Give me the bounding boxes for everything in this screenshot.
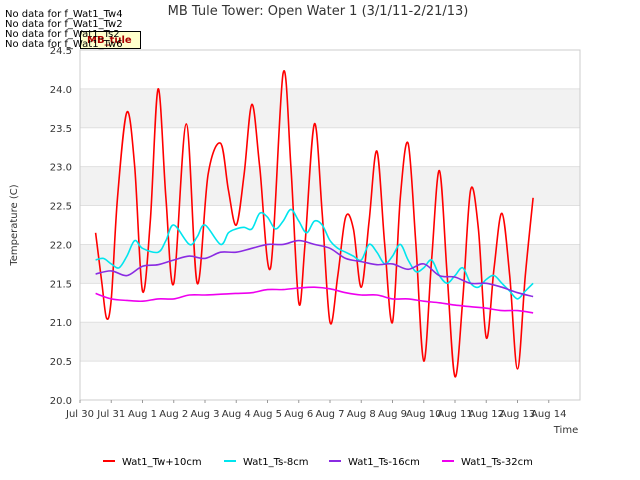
x-tick-label: Aug 11	[437, 409, 472, 420]
legend-label: Wat1_Ts-8cm	[243, 457, 309, 468]
grid-band	[80, 322, 580, 362]
no-data-message: No data for f_Wat1_Tw6	[5, 39, 123, 50]
x-tick-label: Aug 14	[531, 409, 566, 420]
y-tick-label: 24.5	[50, 46, 72, 57]
x-tick-label: Jul 30	[65, 409, 94, 420]
x-tick-label: Aug 1	[128, 409, 157, 420]
x-tick-label: Aug 3	[190, 409, 219, 420]
x-tick-label: Aug 10	[406, 409, 441, 420]
series-line-wat1-ts-32cm	[95, 286, 534, 314]
no-data-message: No data for f_Wat1_Ts2	[5, 29, 120, 40]
y-tick-label: 21.5	[50, 279, 72, 290]
x-axis-label: Time	[553, 425, 578, 436]
y-tick-label: 24.0	[50, 85, 72, 96]
y-tick-label: 23.5	[50, 124, 72, 135]
grid-band	[80, 88, 580, 128]
x-tick-label: Aug 4	[222, 409, 251, 420]
x-tick-label: Aug 5	[253, 409, 282, 420]
grid-band	[80, 166, 580, 206]
series-line-wat1-ts-8cm	[95, 208, 534, 300]
x-tick-label: Aug 8	[347, 409, 376, 420]
x-tick-label: Aug 9	[378, 409, 407, 420]
y-tick-label: 22.0	[50, 240, 72, 251]
y-tick-label: 20.0	[50, 396, 72, 407]
x-tick-label: Aug 2	[159, 409, 188, 420]
grid-band	[80, 244, 580, 284]
grid-band	[80, 283, 580, 323]
legend-label: Wat1_Tw+10cm	[122, 457, 202, 468]
series-line-wat1-ts-16cm	[95, 239, 534, 298]
grid-band	[80, 50, 580, 89]
y-tick-label: 22.5	[50, 202, 72, 213]
legend-label: Wat1_Ts-16cm	[348, 457, 420, 468]
grid-band	[80, 361, 580, 400]
y-tick-label: 20.5	[50, 357, 72, 368]
no-data-message: No data for f_Wat1_Tw2	[5, 19, 123, 30]
no-data-message: No data for f_Wat1_Tw4	[5, 9, 123, 20]
x-tick-label: Aug 6	[284, 409, 313, 420]
y-tick-label: 23.0	[50, 163, 72, 174]
x-tick-label: Jul 31	[96, 409, 125, 420]
x-tick-label: Aug 12	[469, 409, 504, 420]
y-tick-label: 21.0	[50, 318, 72, 329]
series-line-wat1-tw-10cm	[94, 70, 534, 378]
chart-title: MB Tule Tower: Open Water 1 (3/1/11-2/21…	[168, 4, 469, 19]
x-tick-label: Aug 7	[315, 409, 344, 420]
x-tick-label: Aug 13	[500, 409, 535, 420]
y-axis-label: Temperature (C)	[9, 184, 20, 266]
legend-label: Wat1_Ts-32cm	[461, 457, 533, 468]
site-tag: MB_tule	[80, 31, 141, 49]
